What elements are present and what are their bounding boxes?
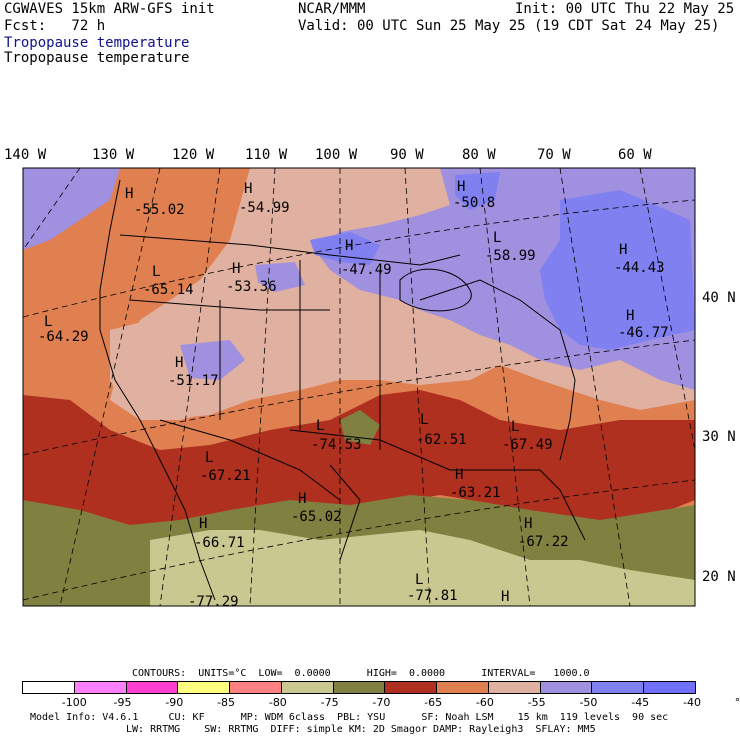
extremum-value: -67.22 [518,534,569,550]
colorbar-swatch [125,681,179,694]
extremum-label: H [125,186,133,202]
colorbar-tick-label: -70 [372,696,391,709]
graticule [23,168,695,606]
lon-label-70w: 70 W [537,147,571,163]
colorbar-tick-label: °C [734,696,740,709]
geographic-outlines [99,179,586,601]
extremum-value: -77.29 [188,594,239,610]
colorbar-tick-label: -60 [475,696,494,709]
extremum-label: L [152,264,160,280]
extremum-label: L [205,450,213,466]
valid-time: Valid: 00 UTC Sun 25 May 25 (19 CDT Sat … [298,18,720,34]
extremum-label: H [175,355,183,371]
extremum-value: -51.17 [168,373,219,389]
lon-label-120w: 120 W [172,147,215,163]
extremum-label: H [619,242,627,258]
model-info-line2: LW: RRTMG SW: RRTMG DIFF: simple KM: 2D … [126,724,596,735]
extremum-value: -53.36 [226,279,277,295]
lon-label-140w: 140 W [4,147,47,163]
colorbar-tick-label: -95 [113,696,132,709]
extremum-value: -67.49 [502,437,553,453]
colorbar-swatch [384,681,438,694]
extremum-value: -46.77 [618,325,669,341]
extremum-label: H [232,261,240,277]
colorbar-swatch [332,681,386,694]
extremum-value: -64.29 [38,329,89,345]
colorbar-tick-label: -90 [165,696,184,709]
lat-label-40n: 40 N [702,290,736,306]
forecast-hour: Fcst: 72 h [4,18,106,34]
extremum-label: H [457,179,465,195]
colorbar-tick-label: -75 [320,696,339,709]
field-title-color: Tropopause temperature [4,35,190,51]
colorbar-tick-label: -100 [61,696,87,709]
colorbar-swatch [229,681,282,694]
colorbar-swatch [539,681,593,694]
colorbar-swatch [22,681,75,694]
model-title: CGWAVES 15km ARW-GFS init [4,1,215,17]
extremum-value: -55.02 [134,202,185,218]
extrema-labels: H -55.02 H -54.99 H -50.8 L -58.99 H -47… [38,179,669,610]
colorbar-swatch [177,681,231,694]
colorbar-tick-label: -40 [683,696,701,709]
map-frame [22,167,696,607]
colorbar-swatch [643,681,696,694]
extremum-value: -54.99 [239,200,290,216]
colorbar-tick-label: -50 [579,696,598,709]
extremum-value: -63.21 [450,485,501,501]
colorbar-swatch [436,681,489,694]
extremum-label: L [420,412,428,428]
colorbar-tick-label: -45 [631,696,650,709]
extremum-value: -77.81 [407,588,458,604]
extremum-label: H [345,238,353,254]
extremum-value: -62.51 [416,432,467,448]
colorbar-tick-label: -80 [268,696,287,709]
colorbar-tick-label: -65 [424,696,443,709]
lon-label-80w: 80 W [462,147,496,163]
extremum-value: -47.49 [341,262,392,278]
lat-label-30n: 30 N [702,429,736,445]
extremum-label: H [524,516,532,532]
colorbar-swatch [73,681,127,694]
lat-label-20n: 20 N [702,569,736,585]
extremum-value: -50.8 [453,195,495,211]
extremum-label: L [316,418,324,434]
colorbar-tick-label: -55 [527,696,546,709]
org-label: NCAR/MMM [298,1,366,17]
field-title-contour: Tropopause temperature [4,50,190,66]
lon-label-110w: 110 W [245,147,288,163]
extremum-label: L [44,314,52,330]
init-time: Init: 00 UTC Thu 22 May 25 [515,1,735,17]
extremum-label: H [455,467,463,483]
extremum-label: H [501,589,509,605]
extremum-value: -44.43 [614,260,665,276]
extremum-label: H [298,491,306,507]
extremum-value: -65.02 [291,509,342,525]
extremum-label: L [415,572,423,588]
extremum-value: -65.14 [143,282,194,298]
extremum-value: -67.21 [200,468,251,484]
lon-label-60w: 60 W [618,147,652,163]
extremum-label: L [493,230,501,246]
extremum-value: -66.71 [194,535,245,551]
contours-info: CONTOURS: UNITS=°C LOW= 0.0000 HIGH= 0.0… [132,668,590,679]
extremum-value: -58.99 [485,248,536,264]
extremum-value: -74.53 [311,437,362,453]
extremum-label: H [626,308,634,324]
colorbar-swatch [280,681,334,694]
lon-label-100w: 100 W [315,147,358,163]
extremum-label: L [511,419,519,435]
colorbar-tick-label: -85 [217,696,236,709]
lon-label-130w: 130 W [92,147,135,163]
colorbar-swatch [591,681,645,694]
extremum-label: H [199,516,207,532]
lon-label-90w: 90 W [390,147,424,163]
temperature-shading [23,168,695,606]
colorbar-swatch [487,681,541,694]
model-info-line1: Model Info: V4.6.1 CU: KF MP: WDM 6class… [30,712,669,723]
extremum-label: H [244,181,252,197]
